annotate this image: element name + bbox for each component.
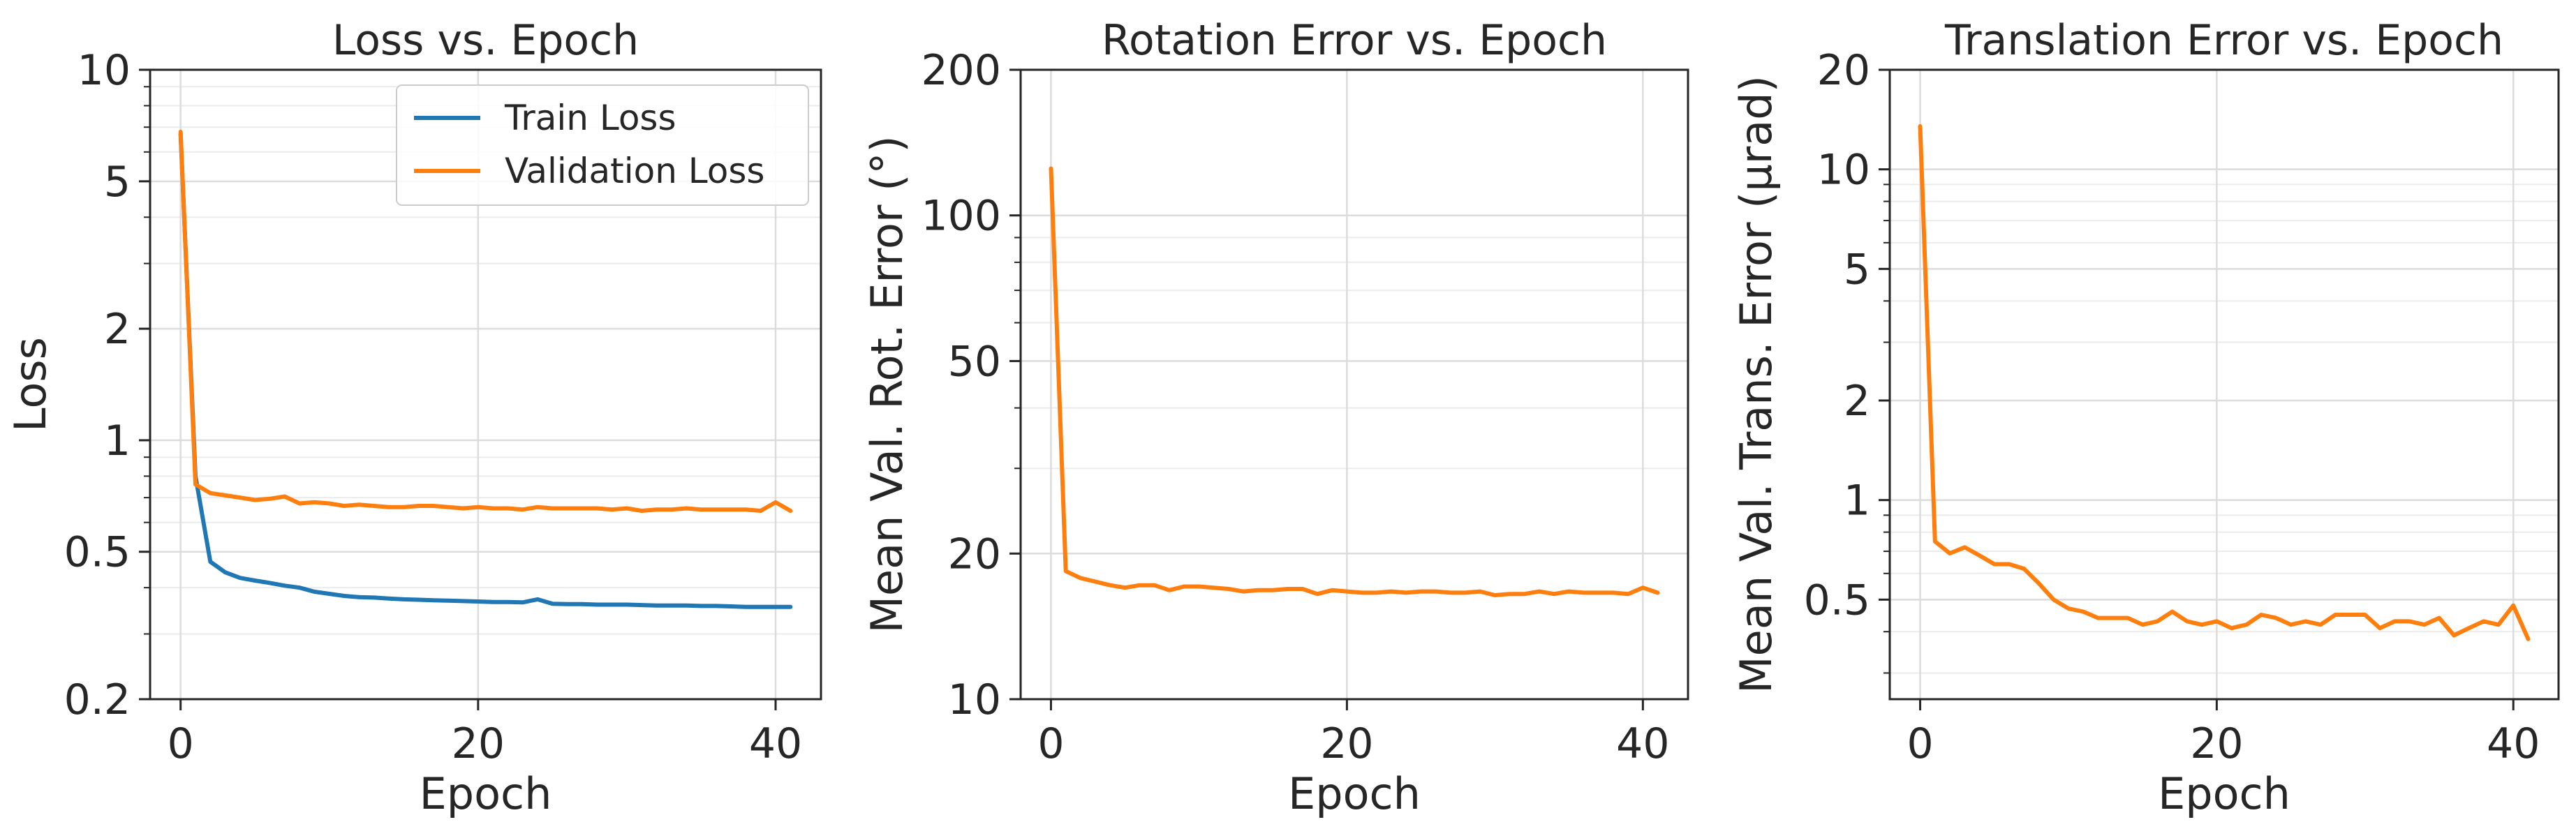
legend-label: Validation Loss	[505, 151, 764, 191]
x-tick-label: 40	[1616, 719, 1669, 768]
series-line-validation	[1918, 124, 2531, 641]
y-tick-label: 2	[104, 305, 131, 354]
y-tick-label: 10	[1817, 146, 1870, 195]
y-tick-label: 0.5	[1804, 576, 1870, 625]
x-axis-label: Epoch	[1288, 768, 1421, 819]
y-axis-label: Mean Val. Rot. Error (°)	[861, 135, 912, 633]
x-axis-label: Epoch	[420, 768, 552, 819]
series-line-train-loss	[178, 132, 793, 609]
legend-label: Train Loss	[504, 98, 676, 138]
x-tick-label: 20	[1320, 719, 1373, 768]
y-tick-label: 0.2	[64, 675, 131, 724]
chart-title: Rotation Error vs. Epoch	[1102, 16, 1607, 65]
chart-panel-2: 10 20 50 100 200 0 20 40 Rotation Error vs. Epoc…	[861, 16, 1689, 819]
chart-panel-3: 0.5 1 2 5 10 20 0 20 40 Translation Error vs. Epo…	[1731, 16, 2560, 819]
x-tick-label: 40	[749, 719, 802, 768]
y-axis-label: Loss	[5, 337, 56, 432]
grid	[1021, 68, 1688, 701]
chart-title: Translation Error vs. Epoch	[1944, 16, 2503, 65]
chart-panel-1: 0.2 0.5 1 2 5 10 0 20 40 Loss vs. Epoch Epoch Loss T…	[5, 16, 822, 819]
y-tick-label: 10	[77, 46, 131, 95]
y-tick-label: 0.5	[64, 528, 131, 577]
plot-frame	[149, 68, 822, 701]
x-tick-label: 40	[2487, 719, 2540, 768]
plot-frame	[1019, 68, 1689, 701]
y-tick-label: 20	[948, 530, 1001, 578]
y-tick-label: 200	[921, 46, 1001, 95]
grid	[1890, 68, 2559, 699]
y-tick-label: 1	[1844, 477, 1870, 525]
legend: Train Loss Validation Loss	[396, 84, 809, 206]
series-line-validation	[1049, 166, 1660, 597]
y-axis-label: Mean Val. Trans. Error (µrad)	[1731, 75, 1782, 694]
y-tick-label: 5	[104, 158, 131, 207]
plot-frame	[1888, 68, 2560, 701]
y-tick-label: 5	[1844, 245, 1870, 294]
chart-title: Loss vs. Epoch	[332, 16, 639, 65]
y-tick-label: 20	[1817, 46, 1870, 95]
y-tick-label: 10	[948, 675, 1001, 724]
y-tick-label: 100	[921, 192, 1001, 241]
x-tick-label: 0	[168, 719, 194, 768]
x-tick-label: 0	[1907, 719, 1933, 768]
series-line-validation-loss	[178, 129, 793, 513]
x-axis-label: Epoch	[2158, 768, 2290, 819]
y-tick-label: 2	[1844, 377, 1870, 426]
x-tick-label: 20	[452, 719, 505, 768]
legend-box	[396, 84, 809, 206]
x-tick-label: 0	[1037, 719, 1064, 768]
x-tick-label: 20	[2190, 719, 2243, 768]
y-tick-label: 50	[948, 337, 1001, 386]
y-tick-label: 1	[104, 417, 131, 465]
